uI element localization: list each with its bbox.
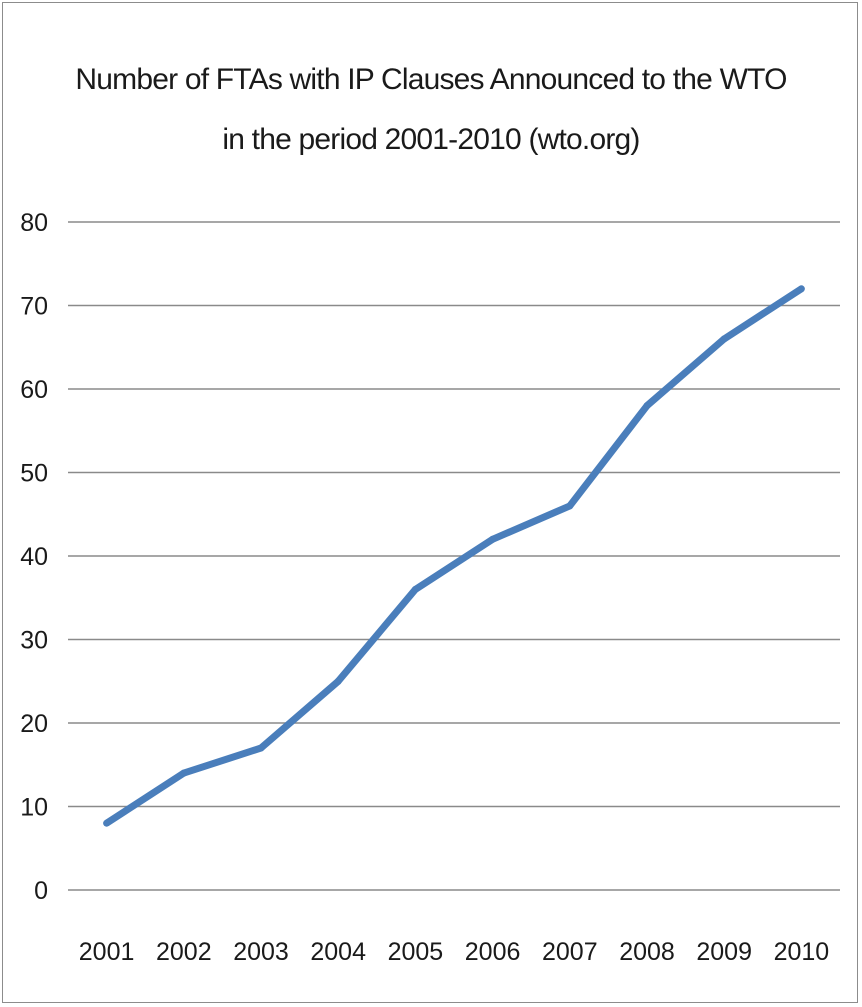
y-tick-label: 0 bbox=[34, 877, 48, 905]
gridlines bbox=[68, 221, 840, 891]
y-tick-label: 80 bbox=[20, 209, 48, 237]
x-tick-label: 2001 bbox=[79, 938, 135, 966]
series-line bbox=[104, 285, 804, 827]
y-tick-label: 30 bbox=[20, 627, 48, 655]
x-tick-label: 2002 bbox=[156, 938, 212, 966]
x-axis-tick-labels: 2001 2002 2003 2004 2005 2006 2007 2008 2009 2010 bbox=[79, 938, 829, 966]
chart-title-line-2: in the period 2001-2010 (wto.org) bbox=[222, 123, 640, 156]
data-point-2005 bbox=[411, 585, 419, 593]
x-tick-label: 2010 bbox=[774, 938, 830, 966]
chart-title-line-1: Number of FTAs with IP Clauses Announced… bbox=[75, 63, 787, 96]
data-point-2001 bbox=[103, 819, 111, 827]
y-axis-tick-labels: 0 10 20 30 40 50 60 70 80 bbox=[20, 209, 48, 905]
y-tick-label: 70 bbox=[20, 293, 48, 321]
data-point-2009 bbox=[720, 335, 728, 343]
data-point-2002 bbox=[180, 769, 188, 777]
data-point-2006 bbox=[489, 535, 497, 543]
y-tick-label: 10 bbox=[20, 794, 48, 822]
y-tick-label: 60 bbox=[20, 376, 48, 404]
data-point-2007 bbox=[566, 502, 574, 510]
x-tick-label: 2006 bbox=[465, 938, 521, 966]
x-tick-label: 2009 bbox=[696, 938, 752, 966]
y-tick-label: 50 bbox=[20, 460, 48, 488]
data-point-2010 bbox=[797, 285, 805, 293]
data-point-2004 bbox=[334, 677, 342, 685]
data-point-2008 bbox=[643, 402, 651, 410]
x-tick-label: 2005 bbox=[388, 938, 444, 966]
chart-title: Number of FTAs with IP Clauses Announced… bbox=[0, 50, 862, 170]
data-point-2003 bbox=[257, 744, 265, 752]
y-tick-label: 20 bbox=[20, 710, 48, 738]
x-tick-label: 2004 bbox=[310, 938, 366, 966]
y-tick-label: 40 bbox=[20, 543, 48, 571]
x-tick-label: 2008 bbox=[619, 938, 675, 966]
x-tick-label: 2007 bbox=[542, 938, 598, 966]
x-tick-label: 2003 bbox=[233, 938, 289, 966]
series-layer bbox=[103, 285, 805, 827]
